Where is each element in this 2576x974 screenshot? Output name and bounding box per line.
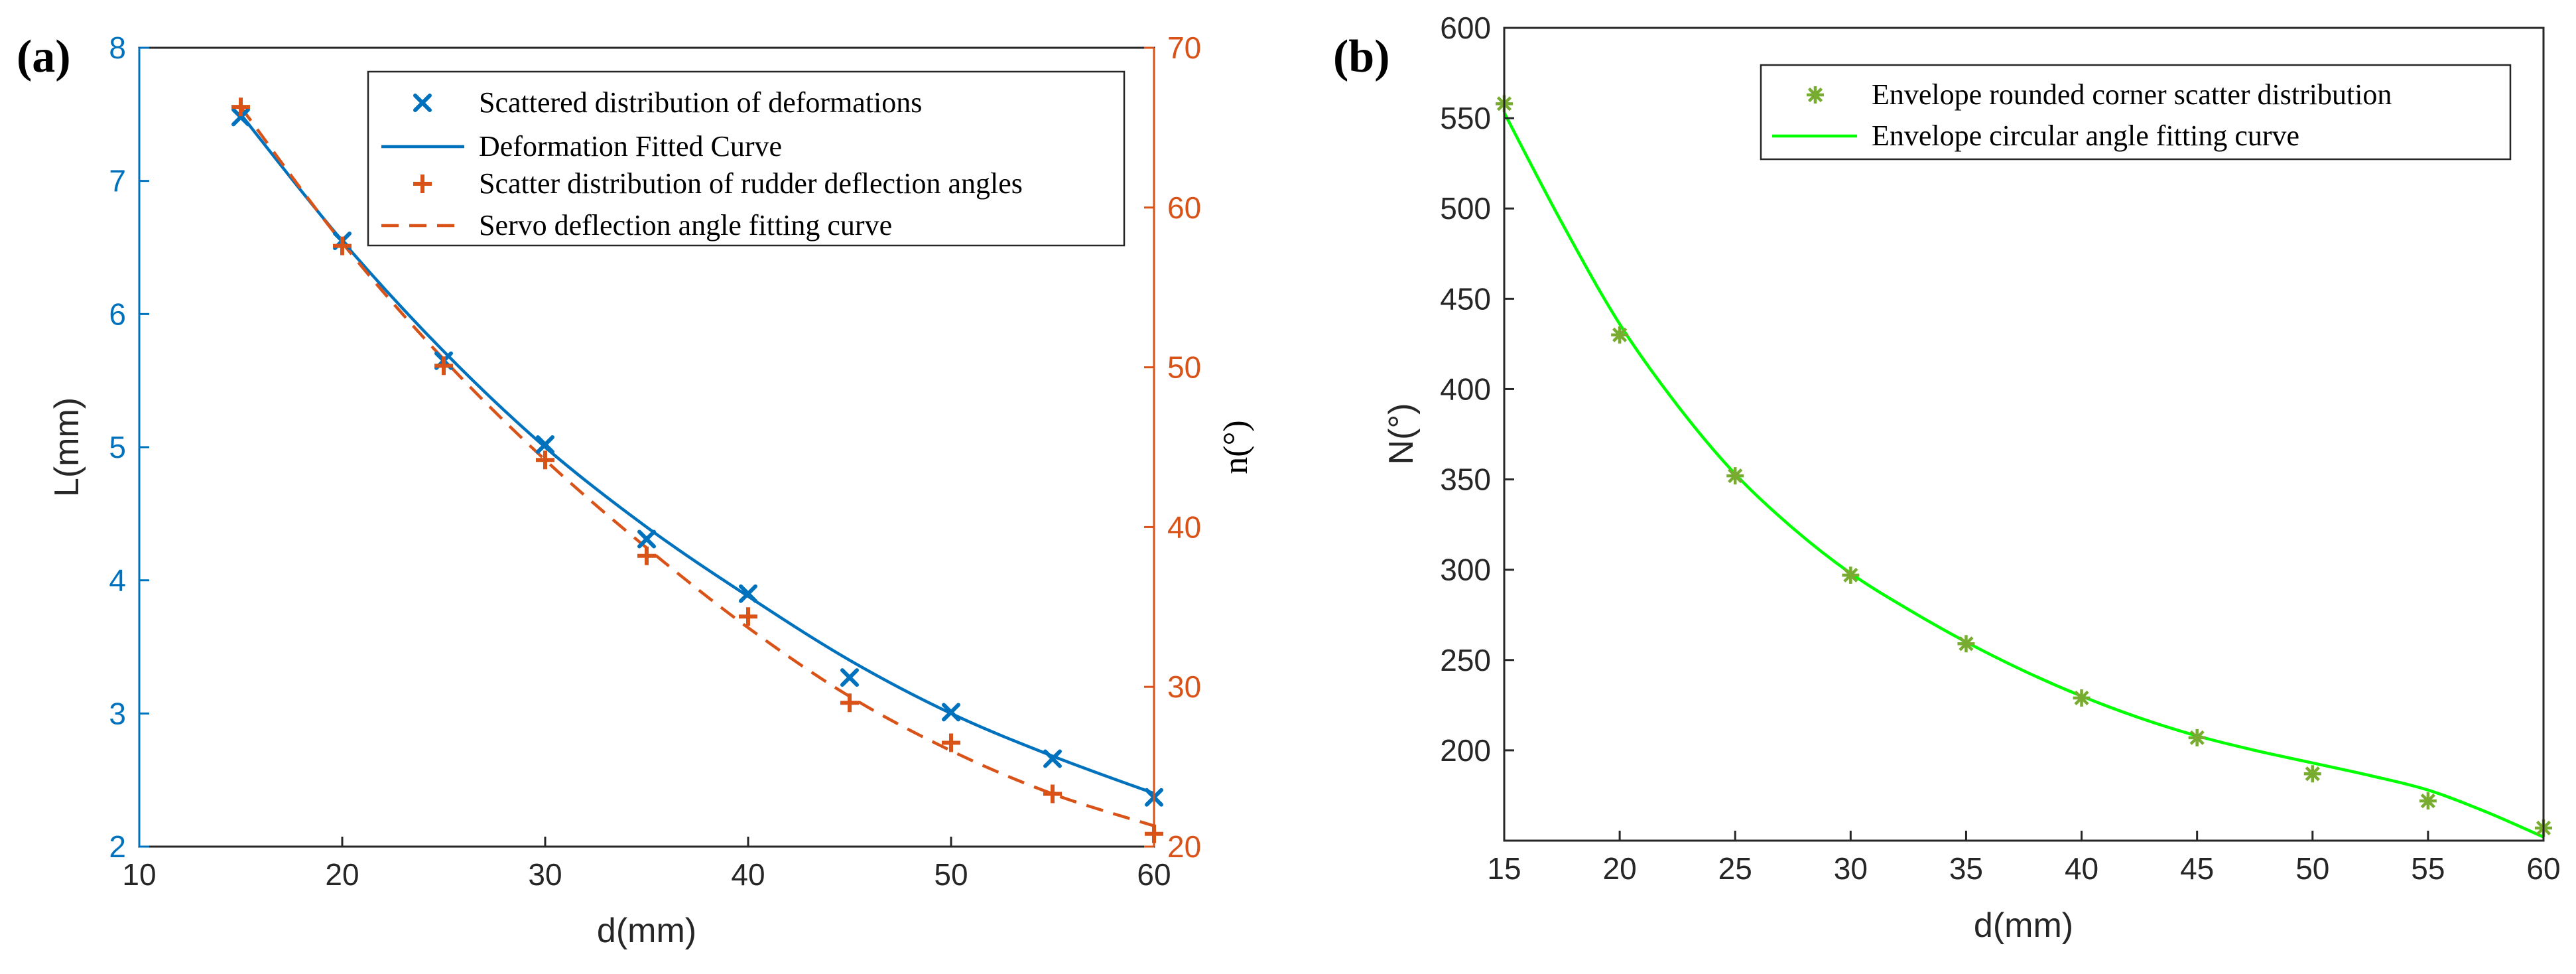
data-point-a-0 [942, 703, 960, 722]
y-axis-label-b: N(°) [1382, 403, 1421, 465]
x-tick-label-a: 40 [731, 857, 765, 892]
legend-marker-a-2 [413, 174, 432, 193]
x-tick-label-b: 20 [1603, 851, 1637, 886]
y-right-tick-label-a: 20 [1167, 829, 1201, 864]
legend-box-a [367, 70, 1126, 247]
y-axis-label-right-a: n(°) [1217, 420, 1255, 474]
chart-a: (a) 10 20 30 40 50 60 2 3 4 5 6 7 8 20 30 40 50 60 70 d(mm… [17, 31, 1255, 950]
panel-label-b: (b) [1333, 31, 1390, 82]
x-tick-label-a: 30 [528, 857, 562, 892]
data-point-a-0 [1043, 749, 1062, 768]
legend-marker-b-0 [1807, 86, 1824, 104]
y-tick-label-b: 500 [1440, 191, 1491, 226]
y-left-tick-label-a: 6 [109, 297, 126, 331]
x-tick-label-b: 60 [2526, 851, 2560, 886]
x-tick-label-b: 40 [2065, 851, 2098, 886]
x-axis-label-b: d(mm) [1974, 906, 2073, 945]
data-point-a-2 [942, 733, 960, 752]
data-point-b-0 [1726, 467, 1744, 485]
y-left-tick-label-a: 2 [109, 829, 126, 864]
legend-label-a: Servo deflection angle fitting curve [479, 209, 892, 242]
x-tick-label-a: 10 [122, 857, 156, 892]
y-tick-label-b: 300 [1440, 553, 1491, 587]
data-point-b-0 [2188, 729, 2206, 746]
data-point-a-0 [637, 529, 656, 549]
x-tick-label-b: 15 [1487, 851, 1521, 886]
legend-label-a: Scattered distribution of deformations [479, 86, 922, 119]
y-left-tick-label-a: 3 [109, 696, 126, 730]
data-point-a-0 [231, 107, 250, 127]
y-right-tick-label-a: 40 [1167, 510, 1201, 544]
series-line-a-1 [239, 113, 1155, 795]
y-right-tick-label-a: 60 [1167, 190, 1201, 225]
data-point-b-0 [1957, 635, 1975, 653]
x-tick-label-a: 60 [1137, 857, 1171, 892]
y-tick-label-b: 600 [1440, 11, 1491, 45]
data-point-b-0 [2419, 792, 2437, 810]
data-point-a-2 [840, 693, 859, 713]
data-point-a-0 [536, 435, 554, 454]
data-point-a-2 [1043, 784, 1062, 803]
data-point-b-0 [2073, 689, 2091, 707]
y-left-tick-label-a: 8 [109, 31, 126, 65]
legend-b: Envelope rounded corner scatter distribu… [1760, 64, 2512, 161]
y-tick-label-b: 400 [1440, 372, 1491, 406]
x-tick-label-b: 30 [1834, 851, 1868, 886]
x-tick-label-b: 55 [2411, 851, 2445, 886]
legend-box-b [1760, 64, 2512, 161]
y-left-tick-label-a: 5 [109, 430, 126, 464]
legend-label-a: Scatter distribution of rudder deflectio… [479, 167, 1023, 200]
y-axis-label-left-a: L(mm) [48, 397, 86, 497]
y-left-tick-label-a: 7 [109, 164, 126, 198]
y-left-tick-label-a: 4 [109, 563, 126, 598]
y-right-tick-label-a: 70 [1167, 31, 1201, 65]
legend-label-a: Deformation Fitted Curve [479, 130, 782, 163]
legend-marker-a-0 [413, 94, 432, 112]
y-right-tick-label-a: 50 [1167, 350, 1201, 385]
x-tick-label-a: 20 [325, 857, 359, 892]
data-point-a-2 [739, 607, 757, 626]
legend-label-b: Envelope circular angle fitting curve [1872, 119, 2299, 152]
plot-frame-b [1503, 27, 2545, 842]
data-point-a-2 [536, 451, 554, 470]
data-point-a-2 [434, 356, 453, 376]
y-tick-label-b: 350 [1440, 462, 1491, 497]
y-tick-label-b: 550 [1440, 101, 1491, 135]
data-point-b-0 [1611, 326, 1629, 344]
chart-b: (b) 15 20 25 30 35 40 45 50 55 60 200 250 300 350 400 4… [1333, 11, 2561, 945]
panel-label-a: (a) [17, 31, 71, 82]
data-point-a-0 [739, 584, 757, 603]
y-right-tick-label-a: 30 [1167, 669, 1201, 704]
data-point-b-0 [1842, 566, 1860, 584]
x-tick-label-b: 50 [2295, 851, 2329, 886]
x-axis-label-a: d(mm) [597, 912, 696, 950]
y-tick-label-b: 200 [1440, 733, 1491, 768]
data-point-a-2 [333, 236, 352, 255]
y-tick-label-b: 250 [1440, 643, 1491, 677]
legend-label-b: Envelope rounded corner scatter distribu… [1872, 78, 2392, 111]
x-tick-label-a: 50 [934, 857, 968, 892]
x-tick-label-b: 45 [2180, 851, 2214, 886]
data-point-a-0 [840, 668, 859, 687]
series-line-b-1 [1503, 111, 2544, 839]
legend-a: Scattered distribution of deformations De… [367, 70, 1126, 247]
data-point-a-2 [231, 98, 250, 117]
series-line-a-3 [239, 105, 1155, 827]
x-tick-label-b: 25 [1718, 851, 1752, 886]
x-tick-label-b: 35 [1949, 851, 1983, 886]
y-tick-label-b: 450 [1440, 281, 1491, 316]
data-point-b-0 [2303, 765, 2321, 783]
data-point-a-2 [637, 546, 656, 565]
